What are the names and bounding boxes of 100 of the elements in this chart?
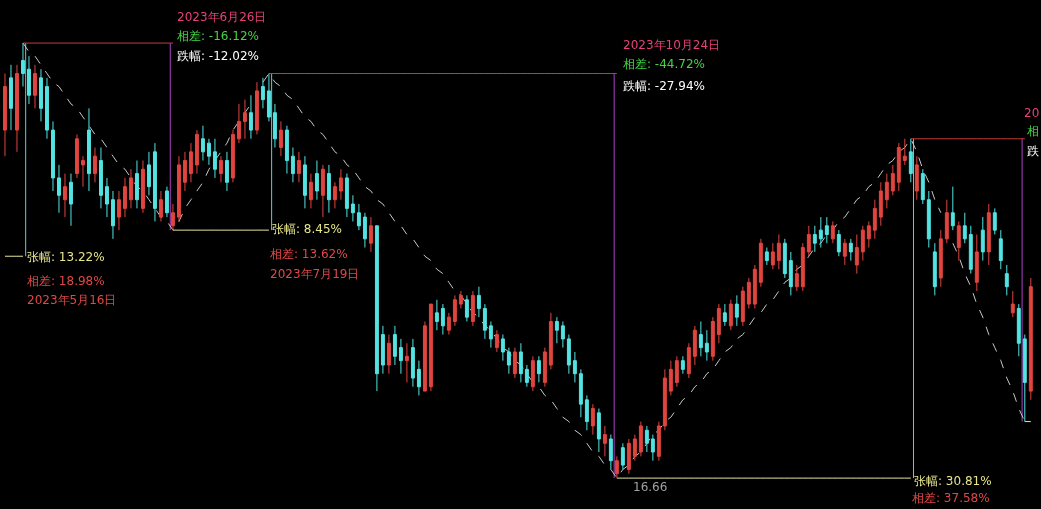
candlestick <box>986 203 991 266</box>
candlestick <box>458 290 463 309</box>
candlestick <box>710 316 715 362</box>
candlestick <box>734 294 739 327</box>
candlestick <box>482 303 487 340</box>
candlestick <box>104 177 109 218</box>
candlestick <box>416 360 421 396</box>
candlestick <box>662 368 667 431</box>
candlestick <box>374 225 379 392</box>
annotation: 张幅: 8.45% <box>272 222 342 236</box>
candlestick <box>572 351 577 383</box>
annotation: 相 <box>1027 124 1039 138</box>
text: 相差: -16.12% <box>177 29 259 43</box>
candlestick <box>27 55 31 105</box>
candlestick <box>242 99 247 140</box>
candlestick <box>476 286 481 318</box>
annotation: 相差: -44.72% <box>623 57 705 71</box>
candlestick <box>896 142 901 192</box>
candlestick <box>254 81 259 135</box>
annotation: 跌幅: -27.94% <box>623 79 705 93</box>
candlestick <box>230 129 235 183</box>
candlestick <box>758 238 763 288</box>
candlestick <box>236 103 241 144</box>
candlestick <box>866 220 871 249</box>
candlestick <box>3 73 7 157</box>
candlestick <box>302 155 307 209</box>
candlestick <box>176 155 181 222</box>
candlestick <box>134 160 139 209</box>
candlestick <box>608 434 613 470</box>
candlestick <box>392 325 397 366</box>
text: 相差: 37.58% <box>912 491 990 505</box>
candlestick <box>332 181 337 209</box>
candlestick <box>75 133 79 179</box>
candlestick <box>944 199 949 244</box>
candlestick <box>278 120 283 157</box>
annotation: 相差: 18.98% <box>27 274 105 288</box>
candlestick <box>69 173 73 227</box>
candlestick <box>380 325 385 375</box>
candlestick <box>518 342 523 383</box>
candlestick <box>536 355 541 383</box>
candlestick <box>410 338 415 388</box>
candlestick <box>314 160 319 201</box>
candlestick <box>1016 303 1021 357</box>
candlestick <box>356 203 361 231</box>
candlestick <box>848 238 853 262</box>
candlestick <box>524 364 529 388</box>
candlestick <box>704 329 709 362</box>
candlestick <box>1004 264 1009 296</box>
candlestick <box>266 73 271 122</box>
candlestick <box>422 321 427 392</box>
candlestick <box>890 164 895 196</box>
candlestick <box>614 455 619 479</box>
candlestick <box>21 42 25 88</box>
candlestick <box>272 103 277 148</box>
candlestick <box>452 294 457 327</box>
candlestick <box>224 151 229 192</box>
candlestick <box>81 155 85 188</box>
candlestick <box>542 347 547 388</box>
candlestick <box>548 312 553 370</box>
candlestick <box>968 225 973 275</box>
candlestick <box>434 299 439 331</box>
candlestick <box>284 125 289 175</box>
candlestick <box>560 321 565 349</box>
candlestick <box>692 325 697 366</box>
candlestick <box>932 242 937 296</box>
candlestick <box>584 394 589 431</box>
candlestick <box>1022 334 1027 423</box>
candlestick <box>362 212 367 249</box>
candlestick <box>992 207 997 235</box>
text: 2023年6月26日 <box>177 10 267 24</box>
candlestick <box>644 425 649 453</box>
candlestick <box>914 155 919 201</box>
candlestick <box>290 146 295 183</box>
candlestick <box>908 138 913 183</box>
annotation: 相差: 13.62% <box>270 247 348 261</box>
candlestick <box>674 355 679 388</box>
candlestick <box>1010 290 1015 318</box>
candlestick <box>464 294 469 322</box>
annotation: 2023年10月24日 <box>623 38 721 52</box>
candlestick <box>122 177 127 218</box>
candlestick <box>638 421 643 457</box>
candlestick <box>728 299 733 331</box>
candlestick <box>752 264 757 309</box>
candlestick <box>182 151 187 192</box>
candlestick <box>686 342 691 379</box>
candlestick <box>404 342 409 383</box>
candlestick <box>716 303 721 344</box>
candlestick <box>788 251 793 296</box>
candlestick <box>152 142 157 222</box>
candlestick <box>776 233 781 270</box>
candlestick <box>488 321 493 349</box>
candlestick <box>746 277 751 309</box>
candlestick <box>938 229 943 288</box>
annotation: 2023年7月19日 <box>270 267 360 281</box>
candlestick <box>782 238 787 279</box>
candlestick <box>596 408 601 453</box>
candlestick <box>170 203 175 231</box>
candlestick <box>512 347 517 379</box>
candlestick <box>812 225 817 253</box>
candlestick <box>650 434 655 462</box>
